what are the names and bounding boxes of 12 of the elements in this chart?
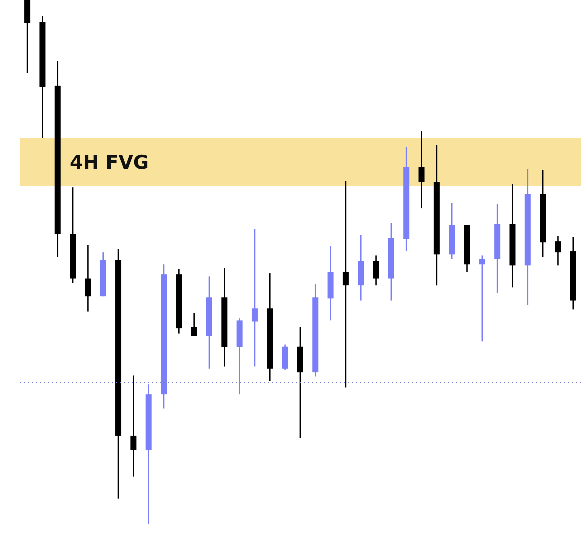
- candlestick: [282, 344, 288, 372]
- candlestick: [252, 228, 258, 368]
- candlestick: [191, 312, 198, 338]
- candlestick: [24, 0, 31, 74]
- candlestick: [130, 375, 137, 478]
- candlestick: [479, 255, 486, 342]
- candlestick: [418, 130, 425, 210]
- candlestick: [85, 244, 92, 312]
- band-label: 4H FVG: [70, 152, 150, 174]
- candlestick: [342, 180, 349, 388]
- candlestick: [555, 236, 562, 266]
- candlestick: [373, 255, 380, 286]
